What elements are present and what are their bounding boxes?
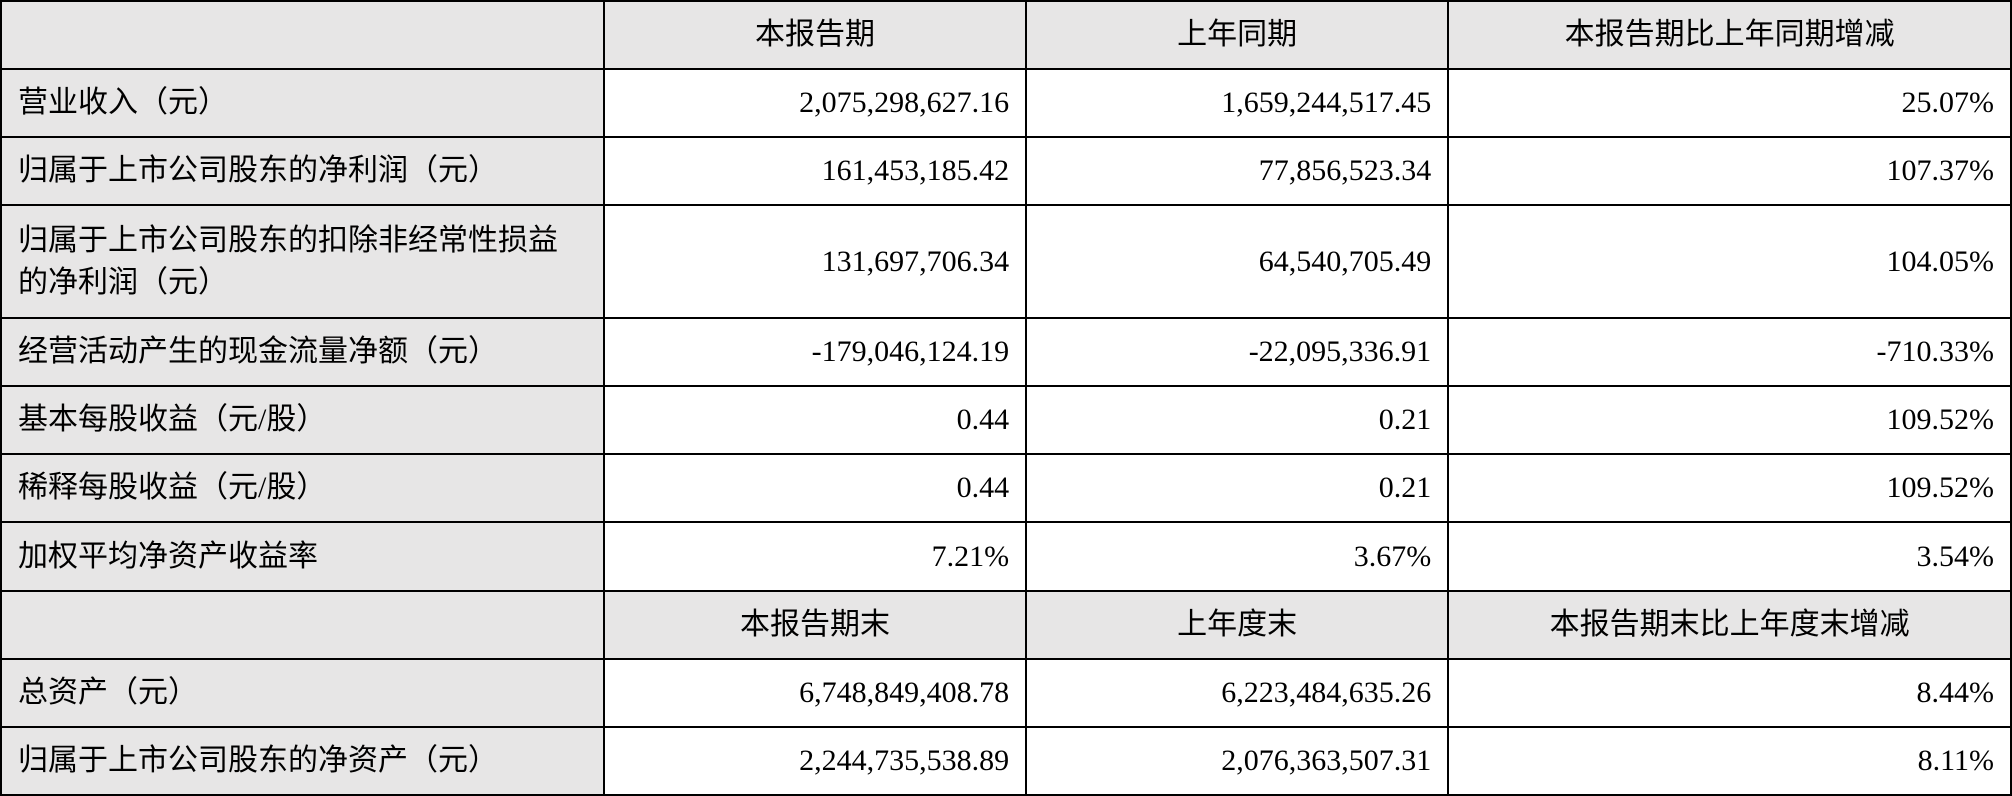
table-row: 加权平均净资产收益率 7.21% 3.67% 3.54%	[1, 522, 2011, 590]
table-row: 归属于上市公司股东的扣除非经常性损益的净利润（元） 131,697,706.34…	[1, 205, 2011, 318]
header-prior-period: 上年同期	[1026, 1, 1448, 69]
table-row: 稀释每股收益（元/股） 0.44 0.21 109.52%	[1, 454, 2011, 522]
header-end-change-pct: 本报告期末比上年度末增减	[1448, 591, 2011, 659]
row-label: 稀释每股收益（元/股）	[1, 454, 604, 522]
header-change-pct: 本报告期比上年同期增减	[1448, 1, 2011, 69]
cell-value: 0.44	[604, 386, 1026, 454]
cell-value: 104.05%	[1448, 205, 2011, 318]
cell-value: 7.21%	[604, 522, 1026, 590]
financial-table: 本报告期 上年同期 本报告期比上年同期增减 营业收入（元） 2,075,298,…	[0, 0, 2012, 796]
cell-value: 0.21	[1026, 386, 1448, 454]
row-label: 基本每股收益（元/股）	[1, 386, 604, 454]
table-row: 基本每股收益（元/股） 0.44 0.21 109.52%	[1, 386, 2011, 454]
header-period-end: 本报告期末	[604, 591, 1026, 659]
row-label: 总资产（元）	[1, 659, 604, 727]
cell-value: 64,540,705.49	[1026, 205, 1448, 318]
cell-value: 3.67%	[1026, 522, 1448, 590]
cell-value: 25.07%	[1448, 69, 2011, 137]
cell-value: 6,748,849,408.78	[604, 659, 1026, 727]
header-row-1: 本报告期 上年同期 本报告期比上年同期增减	[1, 1, 2011, 69]
cell-value: 109.52%	[1448, 454, 2011, 522]
cell-value: -22,095,336.91	[1026, 318, 1448, 386]
cell-value: 131,697,706.34	[604, 205, 1026, 318]
row-label: 归属于上市公司股东的扣除非经常性损益的净利润（元）	[1, 205, 604, 318]
cell-value: 6,223,484,635.26	[1026, 659, 1448, 727]
header-prior-year-end: 上年度末	[1026, 591, 1448, 659]
cell-value: -179,046,124.19	[604, 318, 1026, 386]
table-row: 归属于上市公司股东的净利润（元） 161,453,185.42 77,856,5…	[1, 137, 2011, 205]
cell-value: 3.54%	[1448, 522, 2011, 590]
cell-value: 0.44	[604, 454, 1026, 522]
financial-table-container: 本报告期 上年同期 本报告期比上年同期增减 营业收入（元） 2,075,298,…	[0, 0, 2012, 796]
cell-value: 8.44%	[1448, 659, 2011, 727]
header-blank-1	[1, 1, 604, 69]
header-current-period: 本报告期	[604, 1, 1026, 69]
cell-value: 2,076,363,507.31	[1026, 727, 1448, 795]
table-row: 经营活动产生的现金流量净额（元） -179,046,124.19 -22,095…	[1, 318, 2011, 386]
row-label: 经营活动产生的现金流量净额（元）	[1, 318, 604, 386]
header-blank-2	[1, 591, 604, 659]
cell-value: 8.11%	[1448, 727, 2011, 795]
cell-value: 161,453,185.42	[604, 137, 1026, 205]
row-label: 营业收入（元）	[1, 69, 604, 137]
row-label: 加权平均净资产收益率	[1, 522, 604, 590]
row-label: 归属于上市公司股东的净利润（元）	[1, 137, 604, 205]
cell-value: 0.21	[1026, 454, 1448, 522]
cell-value: 2,075,298,627.16	[604, 69, 1026, 137]
row-label: 归属于上市公司股东的净资产（元）	[1, 727, 604, 795]
cell-value: 109.52%	[1448, 386, 2011, 454]
cell-value: 1,659,244,517.45	[1026, 69, 1448, 137]
table-row: 总资产（元） 6,748,849,408.78 6,223,484,635.26…	[1, 659, 2011, 727]
header-row-2: 本报告期末 上年度末 本报告期末比上年度末增减	[1, 591, 2011, 659]
table-row: 归属于上市公司股东的净资产（元） 2,244,735,538.89 2,076,…	[1, 727, 2011, 795]
table-row: 营业收入（元） 2,075,298,627.16 1,659,244,517.4…	[1, 69, 2011, 137]
cell-value: 2,244,735,538.89	[604, 727, 1026, 795]
cell-value: -710.33%	[1448, 318, 2011, 386]
cell-value: 77,856,523.34	[1026, 137, 1448, 205]
cell-value: 107.37%	[1448, 137, 2011, 205]
